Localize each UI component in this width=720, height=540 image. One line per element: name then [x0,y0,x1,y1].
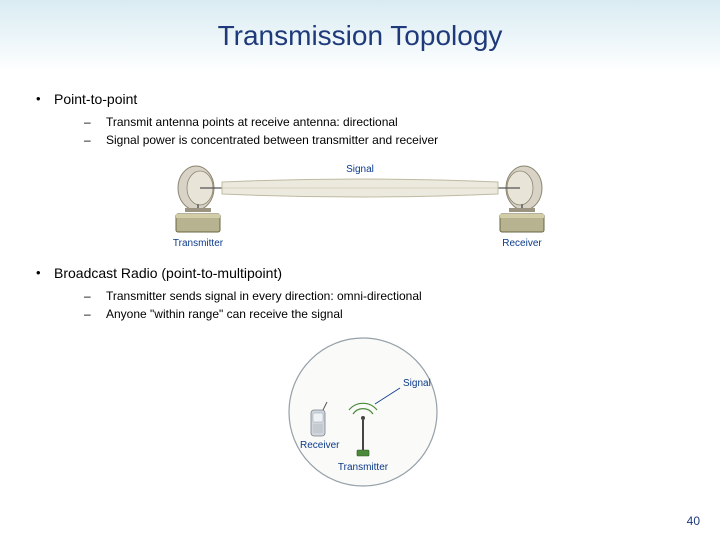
bullet-heading-1: Point-to-point [54,90,137,108]
diagram-p2p: Signal Transmitter Receiver [150,158,570,250]
header-band: Transmission Topology [0,0,720,72]
sub-text-1b: Signal power is concentrated between tra… [106,132,438,148]
slide-title: Transmission Topology [218,20,503,52]
sub-row: – Signal power is concentrated between t… [84,132,684,148]
sub-row: – Transmitter sends signal in every dire… [84,288,684,304]
label-signal: Signal [346,164,374,175]
sub-marker: – [84,114,106,130]
label-receiver-2: Receiver [300,440,340,451]
sub-marker: – [84,288,106,304]
sub-text-2b: Anyone "within range" can receive the si… [106,306,343,322]
sub-marker: – [84,306,106,322]
bullet-marker: • [36,264,54,282]
label-transmitter: Transmitter [173,238,224,249]
bullet-heading-2: Broadcast Radio (point-to-multipoint) [54,264,282,282]
sub-row: – Anyone "within range" can receive the … [84,306,684,322]
sub-text-2a: Transmitter sends signal in every direct… [106,288,422,304]
bullet-row: • Broadcast Radio (point-to-multipoint) [36,264,684,282]
content-area: • Point-to-point – Transmit antenna poin… [0,72,720,500]
bullet-marker: • [36,90,54,108]
sub-marker: – [84,132,106,148]
sub-text-1a: Transmit antenna points at receive anten… [106,114,398,130]
sub-list-1: – Transmit antenna points at receive ant… [84,114,684,148]
sub-row: – Transmit antenna points at receive ant… [84,114,684,130]
label-transmitter-2: Transmitter [338,462,389,473]
label-receiver: Receiver [502,238,542,249]
sub-list-2: – Transmitter sends signal in every dire… [84,288,684,322]
diagram-p2p-wrap: Signal Transmitter Receiver [36,158,684,250]
diagram-broadcast-wrap: Signal Receiver Transmitter [36,332,684,500]
page-number: 40 [687,514,700,528]
bullet-row: • Point-to-point [36,90,684,108]
diagram-broadcast: Signal Receiver Transmitter [245,332,475,500]
label-signal-2: Signal [403,378,431,389]
